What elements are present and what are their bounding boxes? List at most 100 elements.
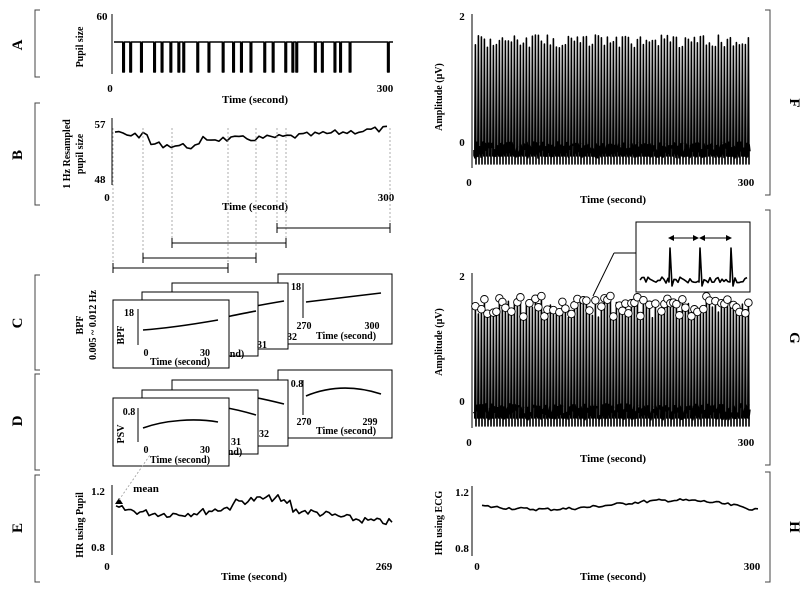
panel-f-ymax: 2 — [459, 11, 465, 23]
panel-letter-b: B — [10, 150, 26, 160]
panel-h-ymax: 1.2 — [455, 487, 469, 499]
panel-c-back-ymax: 18 — [291, 282, 301, 293]
panel-e-xlabel: Time (second) — [221, 571, 287, 583]
mean-marker-icon — [115, 498, 123, 504]
r-peak-marker — [592, 297, 600, 305]
r-peak-marker — [583, 297, 591, 305]
panel-f-signal — [474, 35, 750, 164]
right-brackets — [765, 10, 770, 582]
panel-d-front-xlabel: Time (second) — [150, 455, 210, 466]
panel-e-annotation: mean — [133, 483, 159, 495]
panel-d-mid-tick-2: 32 — [259, 429, 269, 440]
panel-letter-e: E — [10, 523, 26, 533]
panel-b-ylabel-2: pupil size — [75, 133, 86, 174]
panel-e-ymin: 0.8 — [91, 542, 105, 554]
panel-e-xmin: 0 — [104, 561, 110, 573]
panel-f-xmin: 0 — [466, 177, 472, 189]
left-brackets — [35, 10, 40, 582]
panel-c-mid-tick-2: 32 — [287, 332, 297, 343]
r-peak-marker — [607, 292, 615, 300]
panel-g-ymid: 0 — [459, 396, 465, 408]
panel-g-xmax: 300 — [738, 437, 755, 449]
panel-b-ymin: 48 — [95, 174, 107, 186]
r-peak-marker — [625, 310, 633, 318]
panel-c-mid-fraglabel: nd) — [230, 349, 244, 360]
panel-h-ymin: 0.8 — [455, 543, 469, 555]
panel-g-ylabel: Amplitude (μV) — [434, 308, 445, 376]
panel-b-ymax: 57 — [95, 119, 107, 131]
panel-c-front-ymax: 18 — [124, 308, 134, 319]
r-peak-marker — [679, 296, 687, 304]
panel-d-front-xmin: 0 — [144, 445, 149, 456]
panel-e-signal — [116, 495, 392, 525]
panel-h-xlabel: Time (second) — [580, 571, 646, 583]
panel-letter-f: F — [786, 98, 802, 107]
r-peak-marker — [535, 304, 543, 312]
panel-a-xmin: 0 — [107, 83, 113, 95]
r-peak-marker — [610, 313, 618, 321]
panel-c-ylabel-2: 0.005 ~ 0.012 Hz — [88, 289, 99, 359]
panel-c-back-xmin: 270 — [297, 321, 312, 332]
panel-letter-d: D — [10, 415, 26, 426]
r-peak-marker — [658, 308, 666, 316]
panel-f-ymid: 0 — [459, 137, 465, 149]
panel-g-xmin: 0 — [466, 437, 472, 449]
panel-e-ymax: 1.2 — [91, 486, 105, 498]
inset-pointer — [593, 253, 614, 296]
r-peak-marker — [493, 308, 501, 316]
panel-h: HR using ECG 1.2 0.8 0 300 Time (second) — [434, 486, 761, 583]
panel-a-xlabel: Time (second) — [222, 94, 288, 106]
panel-b-xmax: 300 — [378, 192, 395, 204]
panel-g-ymax: 2 — [459, 271, 465, 283]
panel-c-mid-tick-1: 31 — [257, 340, 267, 351]
panel-a-ymax: 60 — [97, 11, 109, 23]
panel-letter-h: H — [786, 521, 802, 533]
panel-h-signal — [482, 499, 758, 511]
panel-a-signal — [114, 42, 393, 72]
panel-a-xmax: 300 — [377, 83, 394, 95]
panel-d-back-xlabel: Time (second) — [316, 426, 376, 437]
panel-c-front-xlabel: Time (second) — [150, 357, 210, 368]
r-peak-marker — [745, 299, 753, 307]
panel-a-ylabel: Pupil size — [75, 26, 86, 67]
panel-f-xmax: 300 — [738, 177, 755, 189]
panel-e: HR using Pupil 1.2 0.8 mean 0 269 Time (… — [75, 455, 393, 583]
panel-c-ylabel-1: BPF — [75, 316, 86, 335]
panel-d-front-ymax: 0.8 — [123, 407, 136, 418]
panel-letter-a: A — [10, 39, 26, 50]
panel-f-ylabel: Amplitude (μV) — [434, 63, 445, 131]
panel-b-signal — [115, 126, 387, 148]
r-peak-marker — [586, 307, 594, 315]
panel-g-xlabel: Time (second) — [580, 453, 646, 465]
r-peak-marker — [508, 308, 516, 316]
r-peak-marker — [676, 312, 684, 320]
panel-h-ylabel: HR using ECG — [434, 491, 445, 556]
panel-c: BPF 0.005 ~ 0.012 Hz 18 270 300 Time (se… — [75, 274, 392, 368]
panel-h-xmin: 0 — [474, 561, 480, 573]
panel-h-xmax: 300 — [744, 561, 761, 573]
window-guides — [113, 128, 390, 268]
panel-f: Amplitude (μV) 2 0 0 300 Time (second) — [434, 11, 755, 206]
r-peak-marker — [598, 303, 606, 311]
r-peak-marker — [652, 300, 660, 308]
panel-letter-c: C — [10, 318, 26, 329]
r-peak-marker — [562, 305, 570, 313]
panel-c-front-ylabel: BPF — [116, 326, 127, 345]
panel-d-back-xmin: 270 — [297, 417, 312, 428]
panel-b: 1 Hz Resampled pupil size 57 48 0 300 Ti… — [62, 118, 395, 268]
panel-c-back-xlabel: Time (second) — [316, 331, 376, 342]
r-peak-marker — [538, 292, 546, 300]
r-peak-marker — [520, 313, 528, 321]
panel-letter-g: G — [786, 332, 802, 344]
r-peak-marker — [481, 296, 489, 304]
panel-e-ylabel: HR using Pupil — [75, 492, 86, 558]
r-peak-marker — [568, 310, 576, 318]
r-peak-marker — [700, 305, 708, 313]
panel-e-xmax: 269 — [376, 561, 393, 573]
panel-b-xmin: 0 — [104, 192, 110, 204]
r-peak-marker — [682, 304, 690, 312]
panel-g: Amplitude (μV) 2 0 0 300 Time (second) — [434, 222, 755, 465]
panel-c-front-xmin: 0 — [144, 348, 149, 359]
panel-d-back-ymax: 0.8 — [291, 379, 304, 390]
